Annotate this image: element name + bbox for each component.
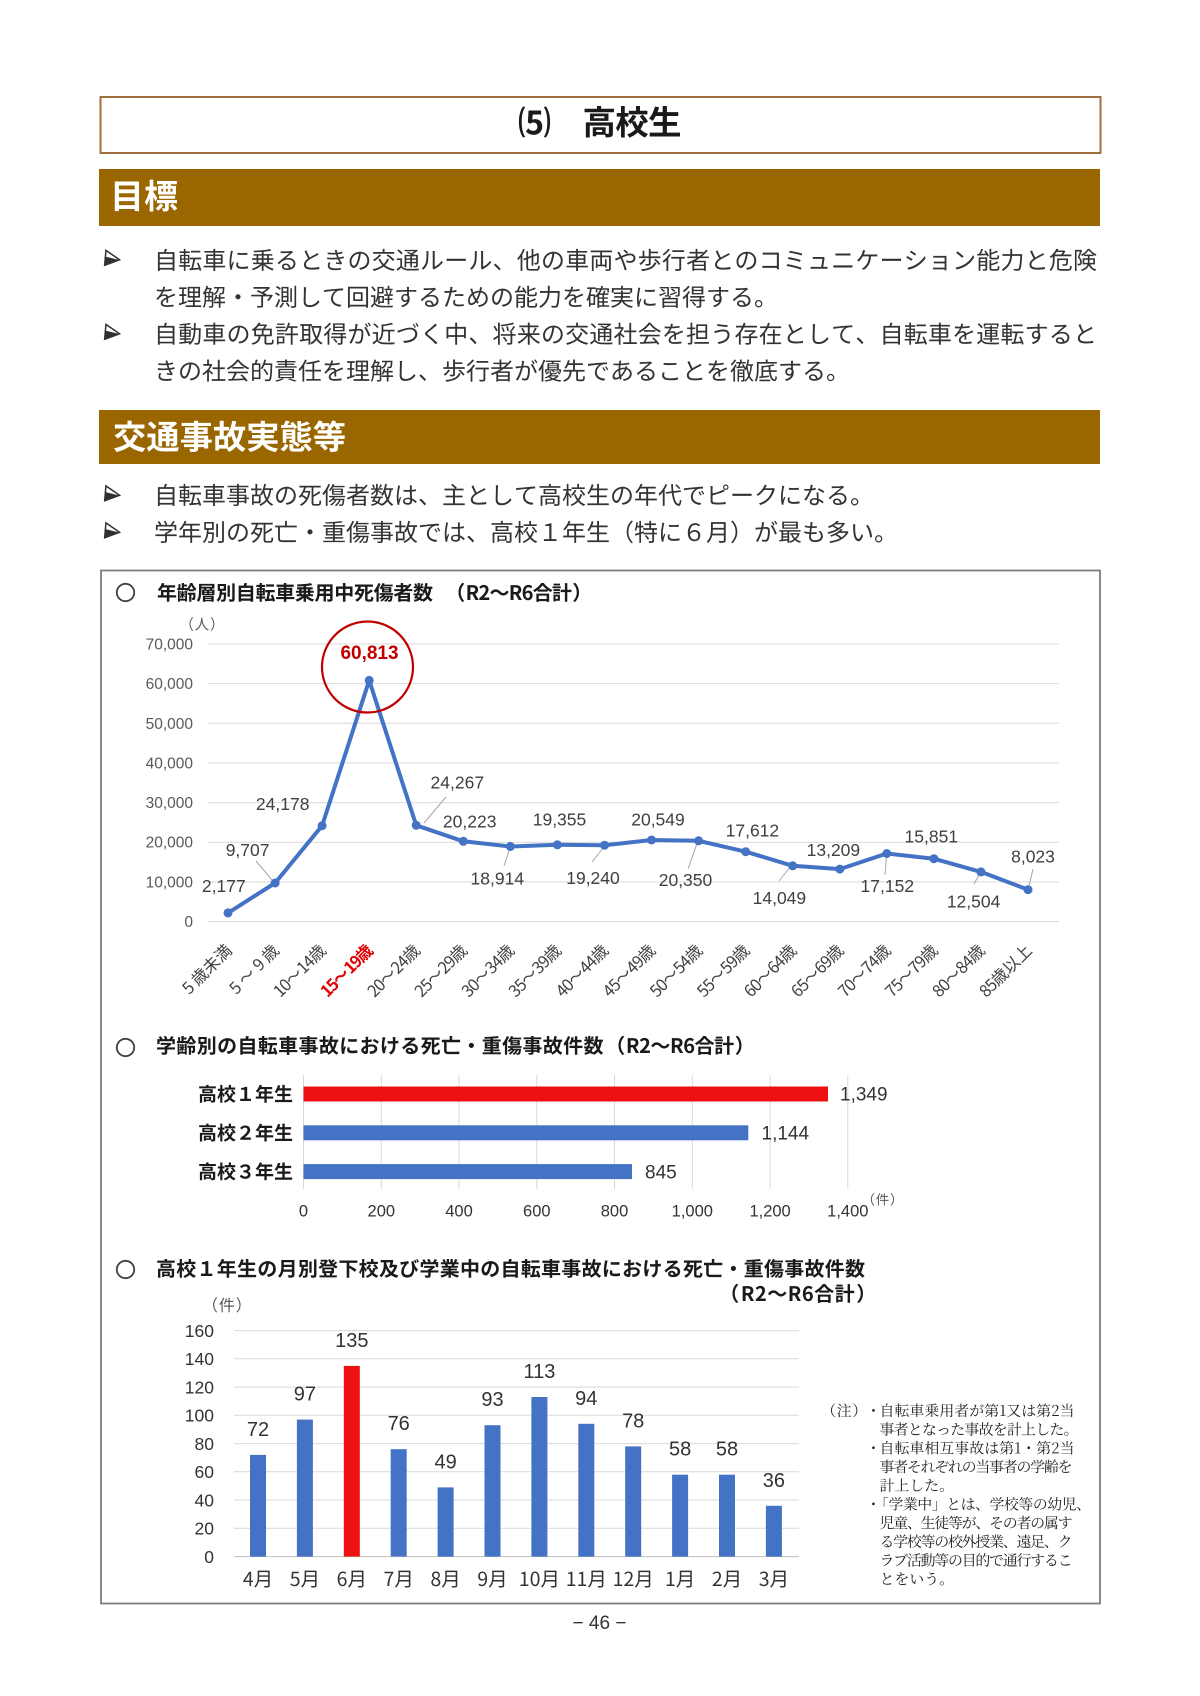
svg-text:− 46 −: − 46 − — [573, 1613, 627, 1634]
svg-text:36: 36 — [763, 1470, 785, 1492]
svg-text:1,349: 1,349 — [840, 1085, 888, 1106]
svg-text:58: 58 — [669, 1439, 691, 1461]
svg-text:60: 60 — [195, 1462, 215, 1482]
svg-text:845: 845 — [645, 1162, 677, 1183]
svg-text:135: 135 — [335, 1330, 368, 1352]
svg-text:78: 78 — [622, 1410, 644, 1432]
svg-text:24,267: 24,267 — [431, 773, 485, 793]
svg-text:40,000: 40,000 — [146, 755, 194, 772]
svg-text:19,240: 19,240 — [566, 868, 620, 888]
svg-text:14,049: 14,049 — [753, 888, 807, 908]
svg-text:600: 600 — [523, 1203, 551, 1221]
svg-text:120: 120 — [185, 1377, 214, 1397]
svg-text:113: 113 — [523, 1361, 555, 1383]
svg-text:160: 160 — [185, 1321, 214, 1341]
svg-text:1,144: 1,144 — [762, 1124, 810, 1145]
svg-text:140: 140 — [185, 1349, 214, 1369]
svg-text:76: 76 — [388, 1413, 410, 1435]
svg-text:49: 49 — [434, 1451, 456, 1473]
svg-text:0: 0 — [184, 914, 193, 931]
svg-text:60,000: 60,000 — [146, 676, 194, 693]
svg-text:24,178: 24,178 — [256, 794, 310, 814]
svg-text:50,000: 50,000 — [146, 716, 194, 733]
svg-text:93: 93 — [481, 1389, 503, 1411]
svg-text:13,209: 13,209 — [807, 840, 861, 860]
svg-text:30,000: 30,000 — [146, 795, 194, 812]
svg-text:10,000: 10,000 — [146, 874, 194, 891]
svg-text:60,813: 60,813 — [340, 643, 398, 664]
svg-text:20,223: 20,223 — [443, 812, 497, 832]
svg-text:1,400: 1,400 — [827, 1203, 868, 1221]
svg-text:0: 0 — [299, 1203, 308, 1221]
svg-text:8,023: 8,023 — [1011, 847, 1055, 867]
svg-text:2,177: 2,177 — [202, 876, 246, 896]
svg-text:58: 58 — [716, 1439, 738, 1461]
svg-text:19,355: 19,355 — [533, 810, 587, 830]
svg-text:17,152: 17,152 — [861, 876, 915, 896]
svg-text:1,200: 1,200 — [749, 1203, 790, 1221]
svg-text:18,914: 18,914 — [471, 869, 525, 889]
svg-text:12,504: 12,504 — [947, 892, 1001, 912]
svg-text:80: 80 — [195, 1434, 215, 1454]
svg-text:17,612: 17,612 — [726, 821, 780, 841]
svg-text:100: 100 — [185, 1406, 214, 1426]
svg-text:800: 800 — [601, 1203, 629, 1221]
svg-text:0: 0 — [204, 1547, 214, 1567]
svg-text:200: 200 — [368, 1203, 396, 1221]
svg-text:20,549: 20,549 — [631, 810, 685, 830]
svg-text:20: 20 — [195, 1519, 215, 1539]
svg-text:1,000: 1,000 — [672, 1203, 713, 1221]
svg-text:15,851: 15,851 — [905, 827, 959, 847]
svg-text:400: 400 — [445, 1203, 473, 1221]
svg-text:40: 40 — [195, 1490, 215, 1510]
svg-text:70,000: 70,000 — [146, 637, 194, 654]
svg-text:97: 97 — [294, 1384, 316, 1406]
svg-text:94: 94 — [575, 1388, 597, 1410]
svg-text:20,000: 20,000 — [146, 835, 194, 852]
svg-text:72: 72 — [247, 1419, 269, 1441]
svg-text:9,707: 9,707 — [226, 840, 270, 860]
svg-text:20,350: 20,350 — [659, 870, 713, 890]
